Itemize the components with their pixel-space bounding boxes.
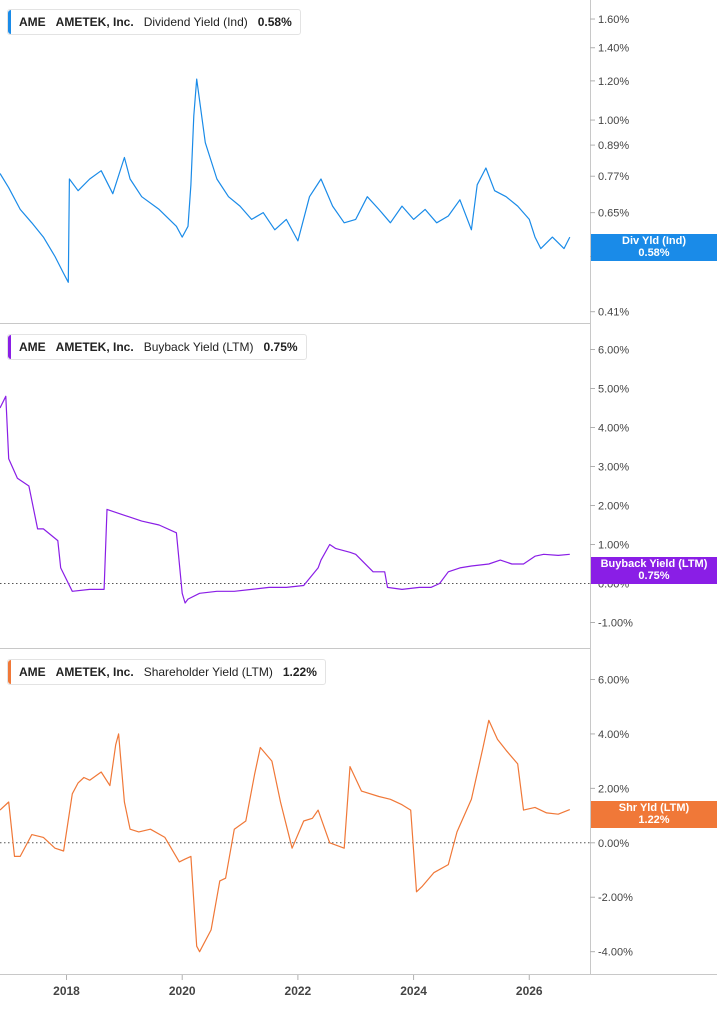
y-tick-label: 1.20% (598, 76, 629, 88)
legend-metric: Buyback Yield (LTM) (143, 340, 254, 354)
badge-label: Buyback Yield (LTM) (600, 558, 708, 570)
series-line (0, 395, 570, 604)
y-tick-label: 1.00% (598, 540, 629, 552)
badge-label: Div Yld (Ind) (622, 235, 686, 247)
legend-dividend-yield: AME AMETEK, Inc. Dividend Yield (Ind) 0.… (7, 9, 301, 35)
legend-value: 0.58% (257, 15, 292, 29)
legend-shareholder-yield: AME AMETEK, Inc. Shareholder Yield (LTM)… (7, 659, 326, 685)
y-tick-label: 4.00% (598, 729, 629, 741)
legend-company: AMETEK, Inc. (55, 665, 134, 679)
series-line (0, 719, 571, 953)
legend-metric: Dividend Yield (Ind) (143, 15, 248, 29)
y-tick-label: -4.00% (598, 947, 633, 959)
y-tick-label: -2.00% (598, 892, 633, 904)
y-tick-label: -1.00% (598, 618, 633, 630)
legend-company: AMETEK, Inc. (55, 340, 134, 354)
y-tick-label: 1.00% (598, 115, 629, 127)
y-tick-label: 6.00% (598, 345, 629, 357)
legend-buyback-yield: AME AMETEK, Inc. Buyback Yield (LTM) 0.7… (7, 334, 307, 360)
y-tick-label: 0.00% (598, 838, 629, 850)
y-tick-label: 0.41% (598, 307, 629, 319)
badge-label: Shr Yld (LTM) (618, 802, 690, 814)
legend-value: 0.75% (263, 340, 298, 354)
badge-shareholder-yield: Shr Yld (LTM) 1.22% (591, 801, 717, 828)
legend-swatch (8, 10, 11, 34)
badge-buyback-yield: Buyback Yield (LTM) 0.75% (591, 557, 717, 584)
series-line (0, 78, 571, 283)
y-tick-label: 1.40% (598, 43, 629, 55)
badge-value: 0.75% (638, 570, 670, 582)
y-tick-label: 0.65% (598, 208, 629, 220)
badge-value: 0.58% (638, 247, 670, 259)
y-tick-label: 3.00% (598, 462, 629, 474)
x-tick-label: 2020 (169, 984, 196, 998)
x-tick-label: 2024 (400, 984, 427, 998)
x-tick-label: 2026 (516, 984, 543, 998)
legend-ticker: AME (19, 665, 46, 679)
x-tick-label: 2022 (285, 984, 312, 998)
y-tick-label: 0.77% (598, 171, 629, 183)
y-tick-label: 2.00% (598, 783, 629, 795)
x-tick-label: 2018 (53, 984, 80, 998)
legend-metric: Shareholder Yield (LTM) (143, 665, 273, 679)
legend-swatch (8, 660, 11, 684)
legend-swatch (8, 335, 11, 359)
legend-ticker: AME (19, 15, 46, 29)
legend-value: 1.22% (282, 665, 317, 679)
y-tick-label: 6.00% (598, 674, 629, 686)
y-tick-label: 5.00% (598, 384, 629, 396)
y-tick-label: 0.89% (598, 140, 629, 152)
y-tick-label: 2.00% (598, 501, 629, 513)
y-tick-label: 1.60% (598, 14, 629, 26)
legend-company: AMETEK, Inc. (55, 15, 134, 29)
badge-value: 1.22% (638, 814, 670, 826)
legend-ticker: AME (19, 340, 46, 354)
badge-dividend-yield: Div Yld (Ind) 0.58% (591, 234, 717, 261)
y-tick-label: 4.00% (598, 423, 629, 435)
